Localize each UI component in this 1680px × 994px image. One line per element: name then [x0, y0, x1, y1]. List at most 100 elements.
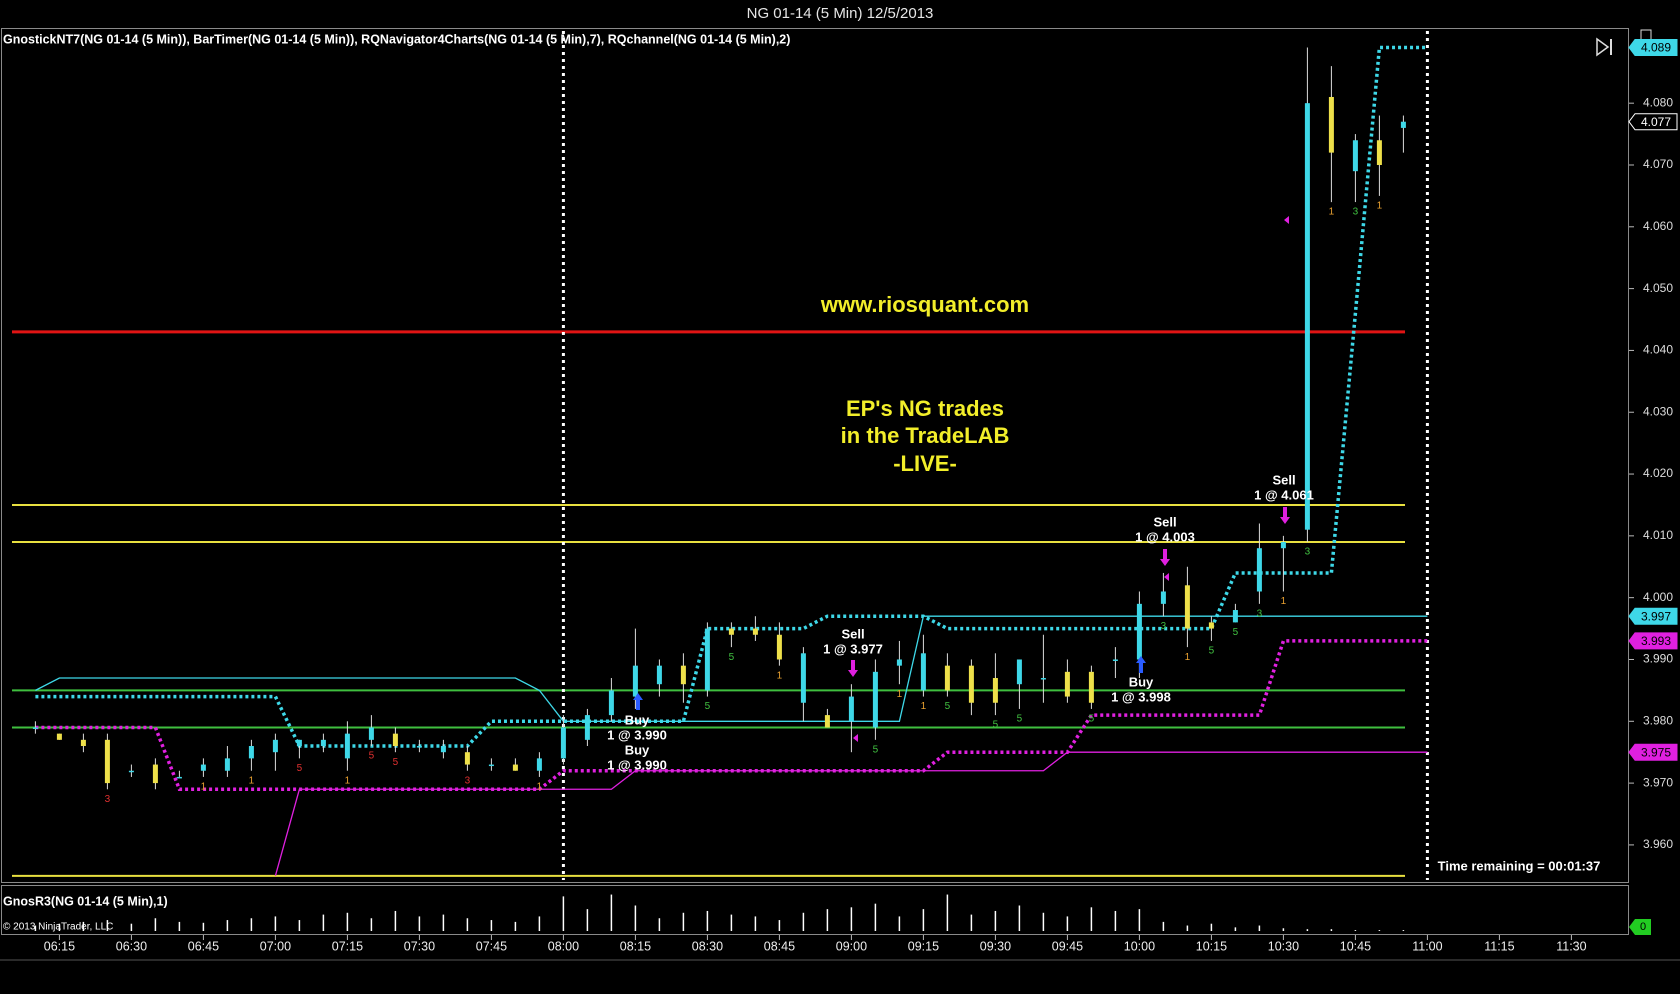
price-panel-border — [1, 28, 1629, 883]
candle-body — [920, 653, 926, 691]
candle-body — [1088, 671, 1094, 703]
channel-line — [35, 45, 1428, 748]
count-label: 5 — [393, 757, 399, 768]
count-label: 3 — [1353, 207, 1359, 218]
candle-body — [1304, 103, 1310, 530]
candle-body — [1112, 659, 1118, 661]
copyright: © 2013 NinjaTrader, LLC — [3, 922, 113, 933]
count-label: 5 — [1089, 714, 1095, 725]
count-label: 1 — [777, 670, 783, 681]
count-label: 5 — [297, 763, 303, 774]
count-label: 1 — [249, 775, 255, 786]
candle-body — [656, 665, 662, 685]
x-tick-label: 08:15 — [620, 939, 651, 953]
price-marker — [1628, 39, 1678, 57]
candle-body — [296, 739, 302, 747]
price-marker — [1628, 113, 1678, 131]
candle-body — [824, 715, 830, 728]
candle-body — [224, 758, 230, 771]
candle-body — [152, 764, 158, 784]
chart-title: NG 01-14 (5 Min) 12/5/2013 — [747, 5, 934, 22]
trade-side: Buy — [625, 742, 650, 757]
candle-body — [248, 746, 254, 759]
count-label: 1 — [897, 689, 903, 700]
signal-marker — [1284, 216, 1289, 224]
candle-body — [512, 764, 518, 771]
candle-body — [1280, 542, 1286, 549]
candle-body — [1352, 140, 1358, 172]
candle-body — [56, 733, 62, 740]
count-label: 1 — [1377, 201, 1383, 212]
candle-body — [560, 727, 566, 759]
candle-body — [1400, 121, 1406, 128]
candle-body — [872, 671, 878, 728]
y-tick-label: 4.000 — [1643, 590, 1673, 604]
x-tick-label: 11:00 — [1412, 939, 1442, 953]
signal-marker — [1164, 573, 1169, 581]
trade-side: Buy — [625, 712, 650, 727]
count-label: 3 — [1257, 608, 1263, 619]
candle-body — [992, 678, 998, 703]
candle-body — [608, 690, 614, 716]
count-label: 5 — [993, 720, 999, 731]
candle-body — [440, 746, 446, 753]
candle-body — [344, 733, 350, 759]
x-tick-label: 07:45 — [476, 939, 507, 953]
x-tick-label: 07:00 — [260, 939, 291, 953]
candle-body — [320, 739, 326, 747]
x-tick-label: 09:15 — [908, 939, 939, 953]
price-marker — [1628, 632, 1678, 650]
lower-panel-label: GnosR3(NG 01-14 (5 Min),1) — [3, 894, 168, 908]
candle-body — [104, 739, 110, 784]
candle-body — [488, 764, 494, 767]
candle-body — [200, 764, 206, 771]
channel-line — [274, 751, 1428, 876]
candle-body — [632, 665, 638, 697]
x-tick-label: 06:15 — [44, 939, 75, 953]
headline: -LIVE- — [893, 451, 957, 476]
candle-body — [776, 634, 782, 660]
x-tick-label: 08:00 — [548, 939, 579, 953]
trade-arrow — [1136, 656, 1146, 673]
trade-detail: 1 @ 4.061 — [1254, 487, 1314, 502]
time-remaining: Time remaining = 00:01:37 — [1438, 858, 1601, 873]
candle-body — [896, 659, 902, 666]
x-tick-label: 07:30 — [404, 939, 435, 953]
trade-arrow — [633, 693, 643, 710]
x-tick-label: 10:45 — [1340, 939, 1371, 953]
candle-body — [1232, 610, 1238, 623]
y-tick-label: 4.070 — [1643, 157, 1673, 171]
candle-body — [80, 739, 86, 747]
candle-body — [800, 653, 806, 703]
count-label: 5 — [369, 751, 375, 762]
count-label: 3 — [105, 794, 111, 805]
candle-body — [728, 628, 734, 635]
candle-body — [1064, 671, 1070, 697]
price-marker-label: 3.993 — [1641, 634, 1671, 648]
count-label: 1 — [921, 701, 927, 712]
y-tick-label: 4.010 — [1643, 528, 1673, 542]
nav-play[interactable] — [1596, 37, 1610, 57]
x-tick-label: 06:30 — [116, 939, 147, 953]
count-label: 5 — [873, 744, 879, 755]
count-label: 1 — [201, 782, 207, 793]
candle-body — [944, 665, 950, 691]
trade-side: Buy — [1129, 674, 1154, 689]
count-label: 5 — [1233, 627, 1239, 638]
y-tick-label: 4.040 — [1643, 343, 1673, 357]
candle-body — [1040, 678, 1046, 680]
trade-side: Sell — [1153, 514, 1176, 529]
count-label: 1 — [345, 775, 351, 786]
count-label: 1 — [1329, 207, 1335, 218]
count-label: 5 — [1209, 646, 1215, 657]
x-tick-label: 09:45 — [1052, 939, 1083, 953]
x-tick-label: 10:00 — [1124, 939, 1155, 953]
candle-body — [272, 739, 278, 753]
volume-marker — [1629, 919, 1651, 935]
count-label: 3 — [465, 775, 471, 786]
x-tick-label: 08:45 — [764, 939, 795, 953]
candle-body — [392, 733, 398, 747]
signal-marker — [853, 734, 858, 742]
candle-body — [1328, 96, 1334, 153]
